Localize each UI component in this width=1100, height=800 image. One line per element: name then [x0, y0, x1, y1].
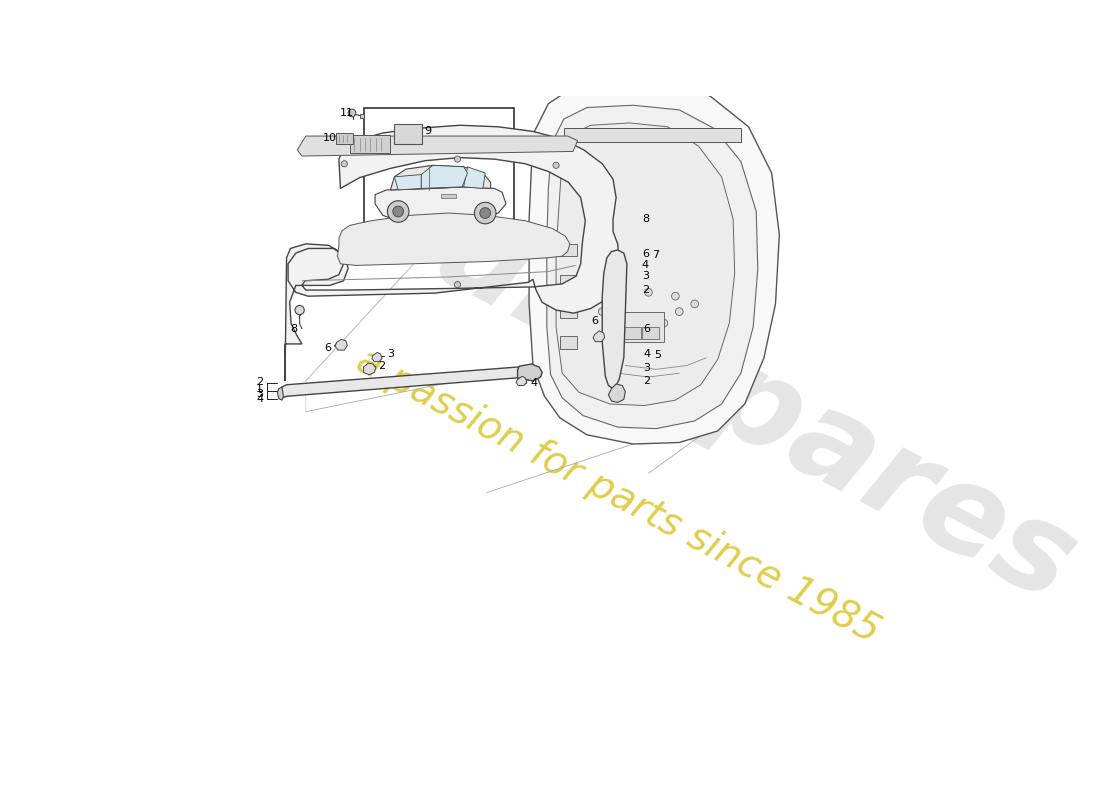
Circle shape — [341, 161, 348, 167]
Text: 4: 4 — [531, 378, 538, 388]
Polygon shape — [593, 331, 605, 342]
Text: 3: 3 — [642, 271, 649, 281]
Text: 7: 7 — [652, 250, 660, 260]
Polygon shape — [297, 136, 578, 156]
Text: 4: 4 — [256, 394, 263, 404]
Text: 5: 5 — [654, 350, 661, 360]
Polygon shape — [372, 353, 382, 362]
Text: 2: 2 — [378, 362, 386, 371]
Polygon shape — [517, 364, 542, 381]
Text: 11: 11 — [340, 108, 353, 118]
Bar — [563, 128, 741, 142]
Circle shape — [393, 206, 404, 217]
Circle shape — [454, 282, 461, 288]
Bar — [395, 124, 422, 144]
Bar — [560, 336, 576, 349]
Text: 2: 2 — [644, 376, 650, 386]
Circle shape — [614, 285, 622, 292]
Circle shape — [480, 208, 491, 218]
Text: 6: 6 — [642, 249, 649, 259]
Text: 3: 3 — [256, 389, 263, 399]
Text: a passion for parts since 1985: a passion for parts since 1985 — [350, 342, 886, 651]
Polygon shape — [336, 339, 348, 350]
Circle shape — [675, 308, 683, 315]
Circle shape — [575, 292, 583, 300]
Bar — [360, 114, 364, 118]
Polygon shape — [277, 387, 284, 400]
Text: 8: 8 — [641, 214, 649, 224]
Text: 2: 2 — [641, 285, 649, 295]
Text: 4: 4 — [644, 349, 650, 359]
Text: 3: 3 — [387, 349, 394, 359]
Text: 9: 9 — [425, 126, 432, 137]
Circle shape — [474, 202, 496, 224]
Bar — [363, 107, 514, 227]
Circle shape — [454, 156, 461, 162]
Text: 10: 10 — [322, 133, 337, 142]
Circle shape — [387, 201, 409, 222]
Bar — [642, 327, 659, 338]
Circle shape — [637, 322, 645, 330]
Polygon shape — [516, 376, 527, 386]
Polygon shape — [279, 367, 539, 398]
Bar — [440, 194, 455, 198]
Circle shape — [553, 162, 559, 168]
Bar — [336, 133, 353, 144]
Text: 6: 6 — [323, 342, 331, 353]
Text: 4: 4 — [641, 261, 649, 270]
Circle shape — [645, 289, 652, 296]
Circle shape — [618, 317, 625, 325]
Text: 1: 1 — [256, 384, 263, 394]
Bar — [560, 306, 576, 318]
Circle shape — [591, 277, 598, 285]
Text: 3: 3 — [644, 363, 650, 373]
Polygon shape — [608, 384, 625, 402]
Polygon shape — [529, 81, 779, 444]
Bar — [621, 327, 640, 338]
Polygon shape — [547, 106, 758, 429]
Circle shape — [691, 300, 698, 308]
Circle shape — [671, 292, 680, 300]
Bar — [560, 244, 576, 256]
Circle shape — [348, 109, 356, 117]
Polygon shape — [464, 167, 485, 188]
Polygon shape — [395, 174, 421, 190]
Circle shape — [598, 308, 606, 315]
Polygon shape — [338, 213, 570, 266]
Polygon shape — [421, 166, 468, 188]
Bar — [618, 311, 664, 342]
Text: 2: 2 — [256, 378, 263, 387]
Polygon shape — [556, 123, 735, 406]
Text: 6: 6 — [591, 316, 598, 326]
Bar — [560, 274, 576, 287]
Polygon shape — [363, 363, 376, 374]
Text: 8: 8 — [290, 323, 298, 334]
Circle shape — [295, 306, 305, 314]
Bar — [350, 134, 389, 153]
Text: eurospares: eurospares — [341, 150, 1094, 627]
Polygon shape — [390, 166, 491, 190]
Polygon shape — [603, 250, 627, 389]
Polygon shape — [375, 187, 506, 223]
Polygon shape — [285, 126, 619, 381]
Text: 6: 6 — [644, 323, 650, 334]
Circle shape — [660, 319, 668, 327]
